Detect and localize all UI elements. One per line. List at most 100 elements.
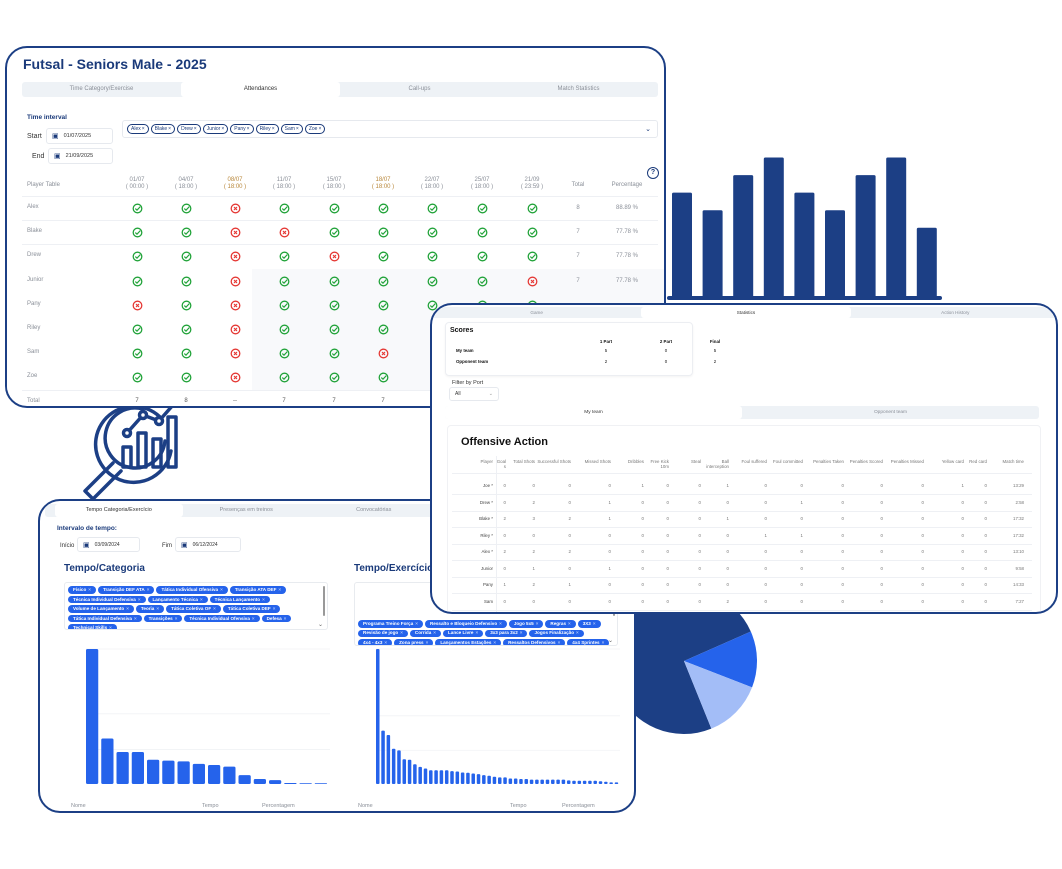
category-chip[interactable]: Tática Individual Defensiva × — [68, 614, 142, 622]
category-chip[interactable]: Tática Coletiva OF × — [166, 605, 221, 613]
remove-icon[interactable]: × — [271, 126, 275, 132]
filter-select[interactable]: All ⌄ — [449, 387, 499, 401]
chevron-down-icon[interactable]: ⌄ — [645, 126, 651, 133]
category-chip[interactable]: Técnica Individual Defensiva × — [68, 595, 146, 603]
remove-icon[interactable]: × — [174, 615, 178, 621]
training-tab-0[interactable]: Tempo Categoria/Exercício — [55, 504, 183, 517]
training-tab-1[interactable]: Presenças em treinos — [219, 507, 273, 513]
remove-icon[interactable]: × — [199, 596, 203, 602]
player-chip[interactable]: Junior × — [202, 124, 229, 134]
player-chip[interactable]: Pany × — [230, 124, 254, 134]
stat-value: 0 — [921, 532, 924, 538]
remove-icon[interactable]: × — [156, 606, 160, 612]
player-chip[interactable]: Blake × — [150, 124, 176, 134]
end-date-input[interactable]: ▣ 21/09/2025 — [48, 148, 113, 164]
remove-icon[interactable]: × — [283, 615, 287, 621]
team-tab-1[interactable]: Opponent team — [873, 410, 908, 415]
remove-icon[interactable]: × — [126, 606, 129, 612]
stat-value: 0 — [666, 516, 669, 521]
category-chip[interactable]: Corrida × — [409, 629, 441, 637]
attendance-tab-3[interactable]: Match Statistics — [557, 86, 600, 92]
present-check-icon — [378, 324, 388, 335]
start-date-input[interactable]: ▣ 01/07/2025 — [46, 128, 113, 144]
chevron-down-icon[interactable]: ⌄ — [607, 638, 613, 644]
remove-icon[interactable]: × — [193, 126, 197, 132]
stat-value: 0 — [666, 483, 669, 488]
remove-icon[interactable]: × — [295, 126, 299, 132]
chevron-down-icon[interactable]: ⌄ — [317, 622, 323, 628]
stat-value: 0 — [800, 582, 803, 587]
present-check-icon — [378, 251, 388, 262]
remove-icon[interactable]: × — [213, 606, 216, 612]
remove-icon[interactable]: × — [221, 126, 225, 132]
player-chip[interactable]: Zoe × — [304, 124, 326, 134]
category-chip[interactable]: 4x4 Sprintes × — [567, 639, 610, 645]
category-chip[interactable]: Técnica Lançamento × — [209, 595, 270, 603]
category-chip[interactable]: Transição DEF ATA × — [97, 586, 155, 594]
remove-icon[interactable]: × — [109, 625, 112, 630]
statistics-tab-2[interactable]: Action History — [941, 310, 970, 315]
category-chip[interactable]: Lançamentos Estações × — [435, 639, 502, 645]
remove-icon[interactable]: × — [137, 596, 141, 602]
category-chip[interactable]: Jogos Finalização × — [529, 629, 584, 637]
remove-icon[interactable]: × — [133, 615, 137, 621]
stat-value: 1 — [503, 582, 506, 587]
category-chip[interactable]: Técnica Individual Ofensiva × — [184, 614, 260, 622]
remove-icon[interactable]: × — [278, 587, 282, 593]
category-chip[interactable]: Programa Treino Força × — [358, 620, 423, 628]
category-chip[interactable]: Jogo 5x5 × — [508, 620, 544, 628]
stat-value: 0 — [568, 565, 571, 571]
remove-icon[interactable]: × — [251, 615, 255, 621]
category-chip[interactable]: Ressaltos Defensivos × — [503, 639, 566, 645]
attendance-tab-2[interactable]: Call-ups — [408, 86, 431, 92]
statistics-tab-1[interactable]: Statistics — [641, 307, 851, 318]
statistics-tab-0[interactable]: Game — [530, 310, 543, 315]
attendance-tab-0[interactable]: Time Category/Exercise — [69, 86, 134, 92]
player-chip[interactable]: Sam × — [280, 124, 303, 134]
remove-icon[interactable]: × — [318, 126, 322, 132]
category-chip[interactable]: Volume de Lançamento × — [68, 605, 134, 613]
category-chip[interactable]: Regras × — [545, 620, 576, 628]
stat-value: 0 — [726, 582, 729, 587]
category-chip[interactable]: Tática Individual Ofensiva × — [156, 586, 228, 594]
category-chip[interactable]: Tática Coletiva DEF × — [222, 605, 281, 613]
remove-icon[interactable]: × — [168, 126, 172, 132]
player-name: Pany — [27, 300, 41, 307]
attendance-tab-1[interactable]: Attendances — [181, 82, 340, 97]
category-chip[interactable]: Lançamento Técnica × — [147, 595, 208, 603]
remove-icon[interactable]: × — [141, 126, 145, 132]
team-tab-0[interactable]: My team — [445, 406, 742, 419]
remove-icon[interactable]: × — [246, 126, 250, 132]
category-multiselect[interactable]: Físico × Transição DEF ATA × Tática Indivi… — [64, 582, 328, 630]
player-chip[interactable]: Alex × — [127, 124, 149, 134]
remove-icon[interactable]: × — [262, 596, 265, 602]
category-chip[interactable]: Transições × — [143, 614, 183, 622]
category-chip[interactable]: 3X3 × — [577, 620, 601, 628]
category-chip[interactable]: 4x4 - 4x3 × — [358, 639, 393, 645]
category-chip[interactable]: Físico × — [68, 586, 96, 594]
category-chip[interactable]: Technical Skills × — [68, 624, 117, 630]
remove-icon[interactable]: × — [88, 587, 91, 593]
player-multiselect[interactable]: Alex × Blake × Drew × Junior × Pany × Riley ×… — [122, 120, 658, 138]
chart-2-bar — [588, 780, 592, 784]
end-date-input[interactable]: ▣ 06/12/2024 — [175, 537, 241, 552]
category-chip[interactable]: Transição ATA DEF × — [229, 586, 287, 594]
scrollbar[interactable] — [323, 586, 325, 616]
chart-2-bar — [598, 781, 603, 784]
help-icon[interactable]: ? — [647, 167, 659, 179]
remove-icon[interactable]: × — [220, 587, 223, 593]
remove-icon[interactable]: × — [272, 606, 276, 612]
start-date-input[interactable]: ▣ 03/09/2024 — [77, 537, 140, 552]
category-chip[interactable]: 3x3 para 3x2 × — [485, 629, 528, 637]
category-chip[interactable]: Ressalto e Bloqueio Defensivo × — [424, 620, 507, 628]
training-tab-2[interactable]: Convocatórias — [356, 507, 392, 513]
player-chip[interactable]: Drew × — [177, 124, 201, 134]
category-chip[interactable]: Teoria × — [135, 605, 165, 613]
player-chip[interactable]: Riley × — [255, 124, 279, 134]
remove-icon[interactable]: × — [146, 587, 150, 593]
category-chip[interactable]: Lance Livre × — [442, 629, 484, 637]
stat-player-divider — [496, 456, 497, 612]
category-chip[interactable]: Defesa × — [261, 614, 292, 622]
category-chip[interactable]: Revisão de jogo × — [358, 629, 408, 637]
category-chip[interactable]: Zona press × — [394, 639, 434, 645]
